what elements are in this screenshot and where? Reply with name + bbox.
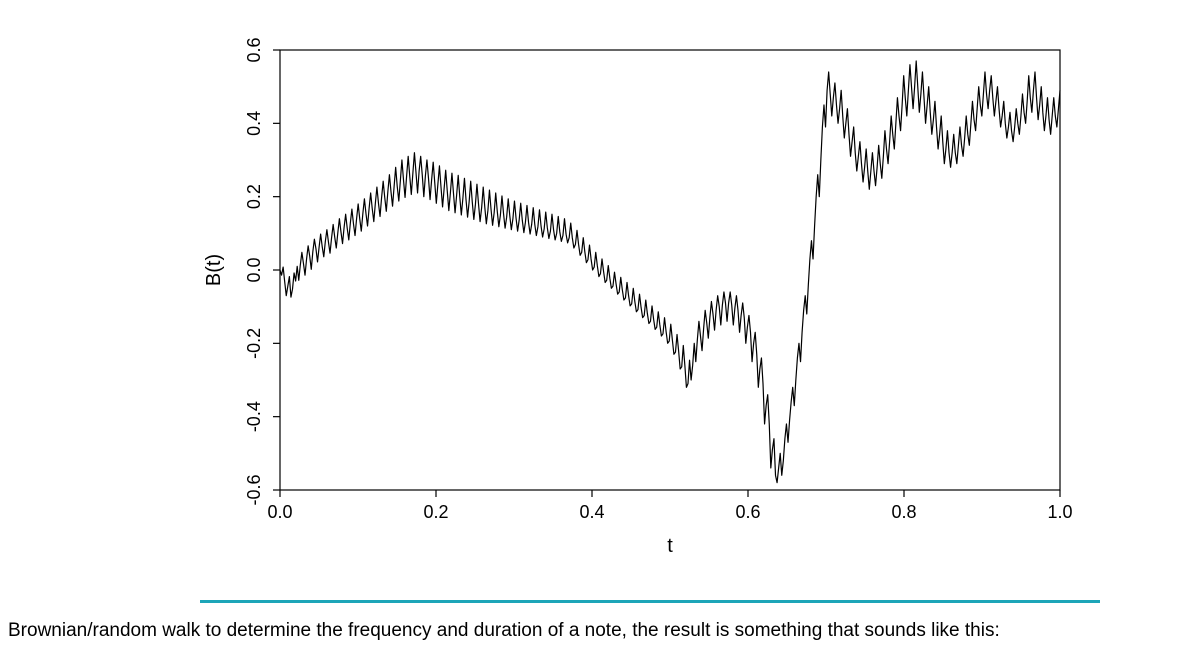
svg-text:0.2: 0.2 bbox=[244, 184, 264, 209]
svg-text:0.4: 0.4 bbox=[579, 502, 604, 522]
section-divider bbox=[200, 600, 1100, 603]
chart-svg: 0.0 0.2 0.4 0.6 0.8 1.0 t -0.6 -0.4 -0.2 0.0 0.2 0.4… bbox=[180, 20, 1080, 580]
brownian-chart: 0.0 0.2 0.4 0.6 0.8 1.0 t -0.6 -0.4 -0.2 0.0 0.2 0.4… bbox=[180, 20, 1080, 580]
svg-text:1.0: 1.0 bbox=[1047, 502, 1072, 522]
svg-text:-0.2: -0.2 bbox=[244, 328, 264, 359]
svg-text:0.8: 0.8 bbox=[891, 502, 916, 522]
svg-text:-0.4: -0.4 bbox=[244, 401, 264, 432]
svg-text:0.0: 0.0 bbox=[267, 502, 292, 522]
svg-text:0.2: 0.2 bbox=[423, 502, 448, 522]
svg-text:-0.6: -0.6 bbox=[244, 474, 264, 505]
svg-text:t: t bbox=[667, 535, 673, 557]
svg-text:0.6: 0.6 bbox=[735, 502, 760, 522]
svg-text:0.4: 0.4 bbox=[244, 111, 264, 136]
svg-text:0.6: 0.6 bbox=[244, 37, 264, 62]
svg-text:0.0: 0.0 bbox=[244, 257, 264, 282]
caption-text: Brownian/random walk to determine the fr… bbox=[0, 620, 1200, 642]
svg-text:B(t): B(t) bbox=[203, 254, 225, 286]
